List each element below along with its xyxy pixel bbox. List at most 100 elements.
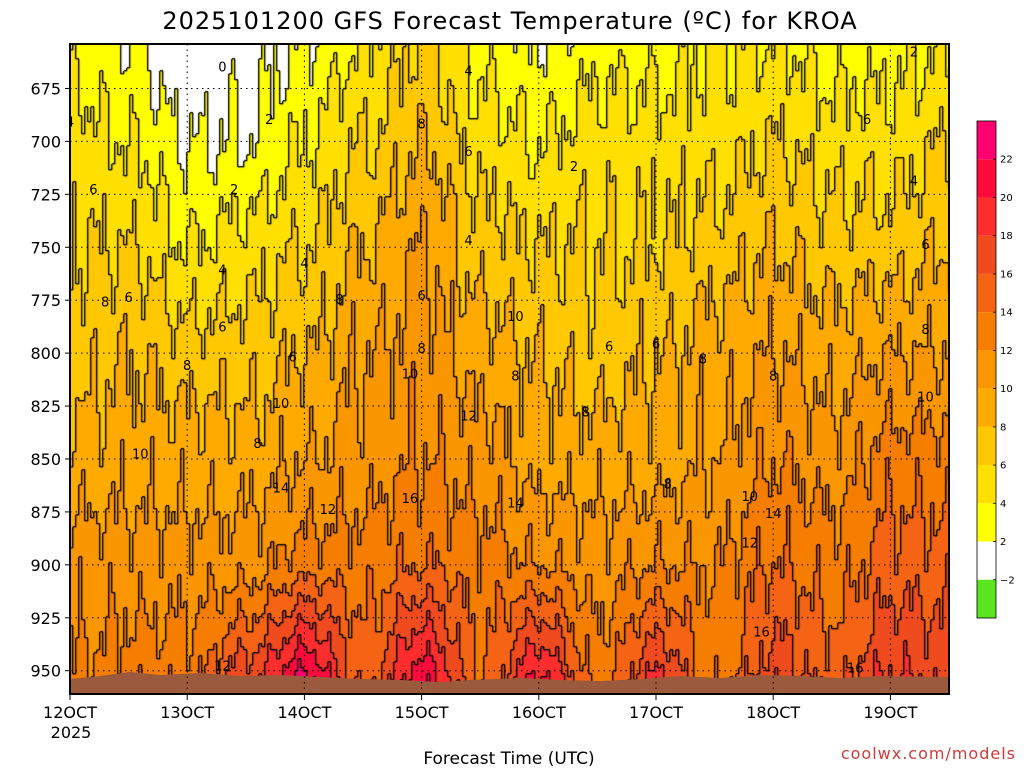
y-tick-label-875: 875 bbox=[30, 503, 61, 522]
colorbar-swatch-6 bbox=[977, 350, 996, 389]
colorbar-swatch-3 bbox=[977, 465, 996, 504]
colorbar-label-7: 8 bbox=[1000, 422, 1006, 433]
contour-label-29: 8 bbox=[664, 477, 672, 492]
y-tick-label-800: 800 bbox=[30, 344, 61, 363]
y-tick-label-900: 900 bbox=[30, 556, 61, 575]
contour-label-46: 14 bbox=[765, 507, 782, 522]
contour-label-41: 12 bbox=[741, 537, 758, 552]
y-tick-label-850: 850 bbox=[30, 450, 61, 469]
contour-label-36: 10 bbox=[507, 310, 524, 325]
contour-label-32: 8 bbox=[921, 323, 929, 338]
colorbar-swatch-5 bbox=[977, 388, 996, 427]
colorbar-swatch-1 bbox=[977, 541, 996, 580]
contour-label-4: 2 bbox=[910, 45, 918, 60]
contour-label-18: 6 bbox=[652, 338, 660, 353]
y-tick-label-925: 925 bbox=[30, 609, 61, 628]
y-tick-label-725: 725 bbox=[30, 185, 61, 204]
contour-label-34: 10 bbox=[273, 397, 290, 412]
contour-label-6: 4 bbox=[218, 264, 226, 279]
contour-label-49: 16 bbox=[753, 626, 770, 641]
contour-label-17: 6 bbox=[605, 340, 613, 355]
colorbar-swatch-2 bbox=[977, 503, 996, 542]
colorbar-label-6: 10 bbox=[1000, 384, 1013, 395]
contour-label-40: 12 bbox=[460, 410, 477, 425]
x-tick-label-16OCT: 16OCT bbox=[512, 703, 566, 722]
colorbar: 22 20 18 16 14 12 10 8 6 4 2 −2 bbox=[976, 120, 1015, 619]
colorbar-frame bbox=[976, 120, 997, 619]
contour-label-51: 16 bbox=[847, 662, 864, 677]
colorbar-swatch-7 bbox=[977, 312, 996, 351]
contour-label-35: 10 bbox=[402, 367, 419, 382]
contour-label-25: 8 bbox=[417, 117, 425, 132]
contour-label-5: 4 bbox=[66, 115, 74, 130]
colorbar-label-10: 2 bbox=[1000, 537, 1006, 548]
contour-label-11: 6 bbox=[89, 183, 97, 198]
contour-label-19: 6 bbox=[863, 113, 871, 128]
colorbar-label-11: −2 bbox=[1000, 575, 1015, 586]
x-axis-label: Forecast Time (UTC) bbox=[423, 749, 594, 768]
colorbar-swatch-11 bbox=[977, 159, 996, 198]
contour-label-10: 4 bbox=[910, 175, 918, 190]
colorbar-swatch-4 bbox=[977, 426, 996, 466]
contour-label-23: 8 bbox=[253, 437, 261, 452]
chart-title: 2025101200 GFS Forecast Temperature (ºC)… bbox=[162, 7, 857, 35]
colorbar-swatch-10 bbox=[977, 197, 996, 236]
colorbar-swatch-12 bbox=[977, 121, 996, 160]
x-tick-label-19OCT: 19OCT bbox=[863, 703, 917, 722]
contour-label-30: 8 bbox=[699, 352, 707, 367]
contour-label-9: 4 bbox=[464, 234, 472, 249]
contour-label-48: 16 bbox=[402, 492, 419, 507]
contour-label-45: 14 bbox=[507, 496, 524, 511]
y-tick-label-825: 825 bbox=[30, 397, 61, 416]
colorbar-label-4: 14 bbox=[1000, 308, 1013, 319]
contour-label-22: 8 bbox=[183, 359, 191, 374]
colorbar-label-5: 12 bbox=[1000, 346, 1013, 357]
colorbar-swatch-0 bbox=[977, 579, 996, 618]
contour-label-31: 8 bbox=[769, 369, 777, 384]
contour-label-44: 14 bbox=[273, 482, 290, 497]
colorbar-swatch-8 bbox=[977, 273, 996, 313]
contour-label-39: 12 bbox=[320, 503, 337, 518]
temperature-fill bbox=[70, 44, 949, 694]
colorbar-label-0: 22 bbox=[1000, 155, 1013, 166]
colorbar-label-9: 4 bbox=[1000, 499, 1006, 510]
x-tick-label-15OCT: 15OCT bbox=[395, 703, 449, 722]
contour-label-12: 6 bbox=[124, 291, 132, 306]
contour-label-3: 2 bbox=[570, 160, 578, 175]
y-tick-label-700: 700 bbox=[30, 132, 61, 151]
contour-label-43: 12 bbox=[214, 659, 231, 674]
x-tick-label-13OCT: 13OCT bbox=[160, 703, 214, 722]
contour-label-0: 0 bbox=[218, 60, 226, 75]
contour-label-13: 6 bbox=[218, 321, 226, 336]
contour-label-1: 2 bbox=[265, 113, 273, 128]
x-tick-label-17OCT: 17OCT bbox=[629, 703, 683, 722]
contour-label-2: 2 bbox=[230, 183, 238, 198]
x-axis-start-year: 2025 bbox=[51, 723, 92, 742]
x-tick-label-18OCT: 18OCT bbox=[746, 703, 800, 722]
terrain-surface bbox=[70, 672, 949, 694]
contour-label-16: 6 bbox=[464, 145, 472, 160]
contour-label-21: 8 bbox=[101, 295, 109, 310]
credit-text: coolwx.com/models bbox=[841, 744, 1016, 763]
contour-label-8: 4 bbox=[464, 65, 472, 80]
y-tick-label-675: 675 bbox=[30, 79, 61, 98]
colorbar-swatch-9 bbox=[977, 235, 996, 274]
colorbar-label-1: 20 bbox=[1000, 193, 1013, 204]
contour-label-33: 10 bbox=[132, 448, 149, 463]
x-tick-label-12OCT: 12OCT bbox=[43, 703, 97, 722]
contour-label-42: 12 bbox=[952, 410, 969, 425]
x-tick-label-14OCT: 14OCT bbox=[277, 703, 331, 722]
contour-label-20: 6 bbox=[921, 238, 929, 253]
colorbar-label-2: 18 bbox=[1000, 231, 1013, 242]
y-axis: 675 700 725 750 775 800 825 850 875 900 925 950 bbox=[30, 79, 949, 681]
colorbar-label-3: 16 bbox=[1000, 269, 1013, 280]
contour-label-38: 10 bbox=[917, 391, 934, 406]
contour-label-28: 8 bbox=[582, 405, 590, 420]
contour-label-27: 8 bbox=[511, 369, 519, 384]
colorbar-label-8: 6 bbox=[1000, 461, 1006, 472]
x-axis: 12OCT 13OCT 14OCT 15OCT 16OCT 17OCT 18OCT 19OCT bbox=[43, 44, 918, 722]
contour-label-15: 6 bbox=[417, 289, 425, 304]
